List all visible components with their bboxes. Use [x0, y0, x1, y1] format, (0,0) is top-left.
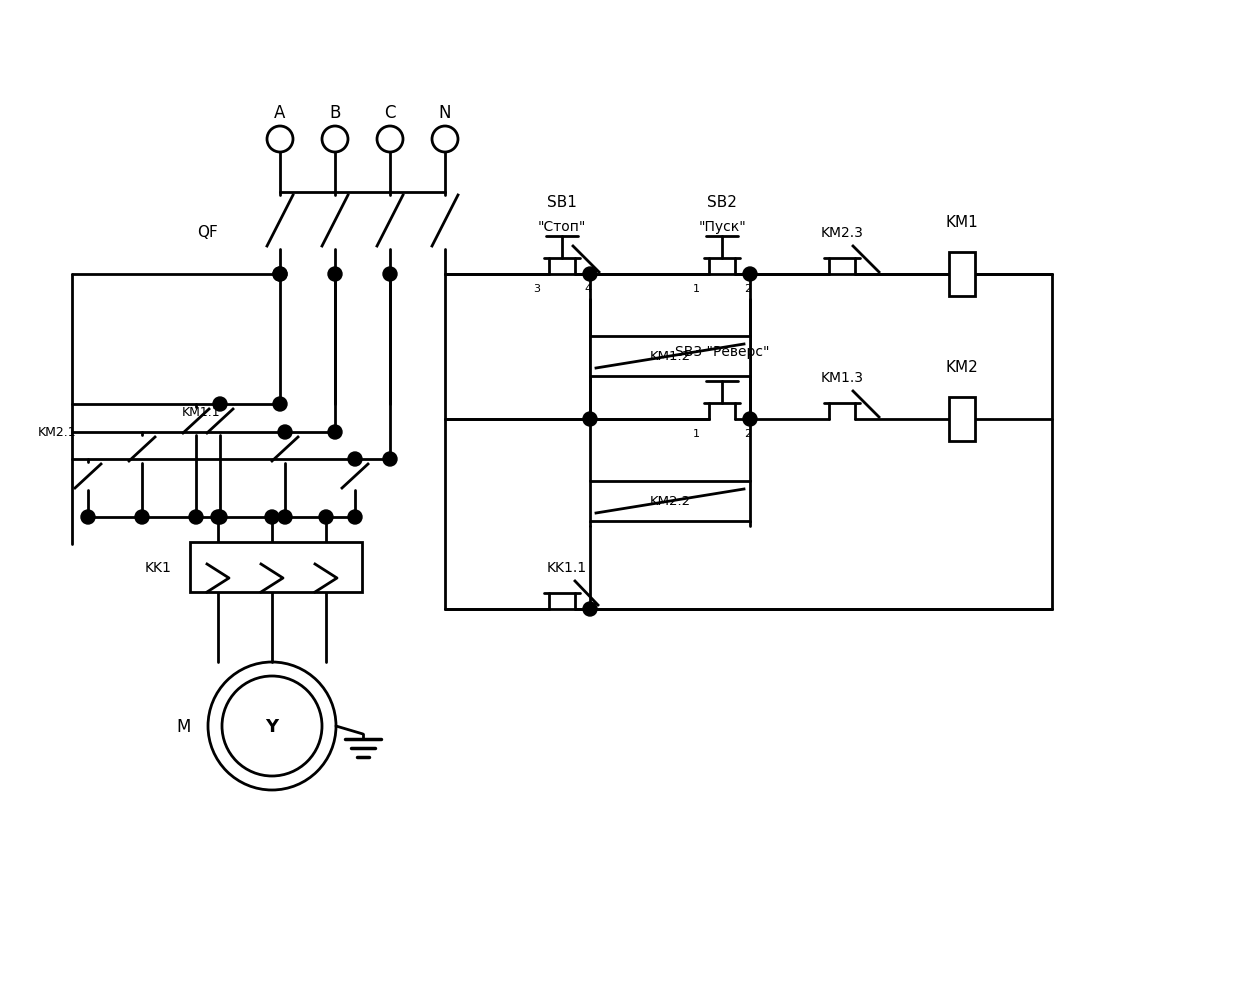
Text: M: M [177, 718, 191, 736]
Circle shape [265, 511, 279, 525]
Circle shape [273, 267, 287, 281]
Text: KM1: KM1 [945, 216, 979, 231]
Circle shape [213, 511, 227, 525]
Text: 2: 2 [743, 283, 751, 293]
Circle shape [273, 267, 287, 281]
Text: 2: 2 [743, 428, 751, 438]
Text: 1: 1 [693, 428, 700, 438]
Circle shape [383, 452, 396, 466]
Text: SB2: SB2 [707, 195, 737, 211]
Circle shape [318, 511, 333, 525]
Circle shape [328, 425, 342, 439]
Text: KM1.3: KM1.3 [820, 371, 864, 385]
Bar [590, 337, 750, 377]
Text: B: B [330, 104, 341, 122]
Circle shape [278, 425, 292, 439]
Text: SB3 "Реверс": SB3 "Реверс" [675, 345, 769, 359]
Circle shape [743, 267, 757, 281]
Circle shape [81, 511, 95, 525]
Text: "Стоп": "Стоп" [538, 220, 586, 234]
Text: KK1: KK1 [145, 561, 172, 575]
Text: KM2.1: KM2.1 [38, 426, 77, 439]
Bar [949, 398, 975, 441]
Text: SB1: SB1 [548, 195, 577, 211]
Text: KK1.1: KK1.1 [546, 561, 587, 575]
Text: 4: 4 [584, 283, 591, 293]
Text: N: N [439, 104, 451, 122]
Circle shape [743, 413, 757, 426]
Circle shape [348, 452, 362, 466]
Circle shape [213, 398, 227, 412]
Circle shape [273, 398, 287, 412]
Text: KM2: KM2 [945, 360, 979, 375]
Text: KM1.2: KM1.2 [649, 350, 690, 363]
Circle shape [584, 267, 597, 281]
Bar [190, 543, 362, 592]
Bar [949, 252, 975, 296]
Text: 3: 3 [533, 283, 540, 293]
Bar [590, 481, 750, 522]
Circle shape [278, 511, 292, 525]
Text: QF: QF [197, 226, 218, 241]
Circle shape [328, 267, 342, 281]
Circle shape [348, 511, 362, 525]
Text: "Пуск": "Пуск" [698, 220, 746, 234]
Circle shape [584, 413, 597, 426]
Circle shape [135, 511, 149, 525]
Text: 1: 1 [693, 283, 700, 293]
Circle shape [190, 511, 203, 525]
Circle shape [584, 602, 597, 616]
Text: A: A [274, 104, 286, 122]
Circle shape [383, 267, 396, 281]
Text: Y: Y [265, 718, 279, 736]
Text: KM2.2: KM2.2 [649, 495, 690, 508]
Text: C: C [384, 104, 395, 122]
Text: KM1.1: KM1.1 [182, 407, 221, 419]
Text: KM2.3: KM2.3 [820, 226, 864, 240]
Circle shape [211, 511, 225, 525]
